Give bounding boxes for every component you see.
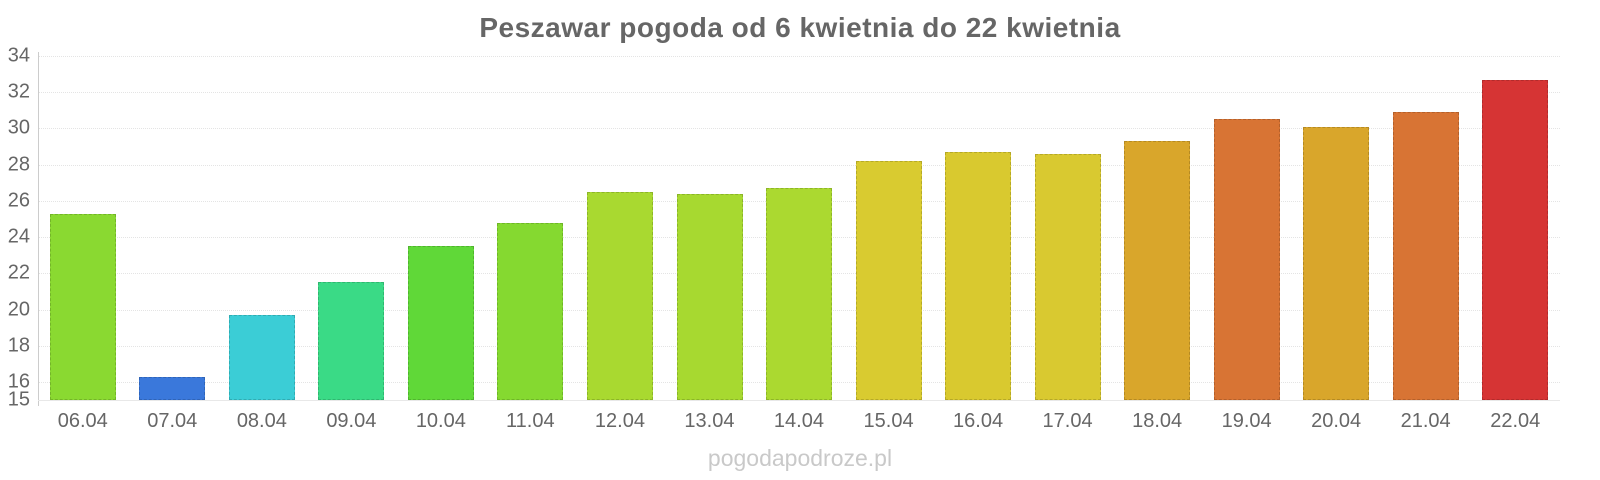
y-axis-tick-label: 24 [7,225,30,248]
x-axis-tick-label: 18.04 [1132,410,1183,432]
bar-13.04[interactable] [676,193,743,400]
x-axis-tick-label: 08.04 [236,410,287,432]
bar-08.04[interactable] [228,314,295,400]
x-axis-tick-label: 21.04 [1400,410,1451,432]
y-axis-tick-label: 20 [7,298,30,320]
x-axis-tick-label: 15.04 [863,410,914,432]
y-axis-tick-label: 16 [7,370,30,393]
y-axis-tick-label: 32 [7,80,30,103]
x-axis-tick-label: 20.04 [1311,410,1362,432]
gridline [38,128,1560,130]
bar-09.04[interactable] [318,282,385,400]
y-axis-tick-label: 30 [7,116,30,139]
gridline [38,92,1560,94]
bar-12.04[interactable] [586,191,653,400]
bar-10.04[interactable] [407,246,474,400]
x-axis-tick-label: 06.04 [57,410,108,432]
x-axis-tick-label: 07.04 [147,410,198,432]
chart-title: Peszawar pogoda od 6 kwietnia do 22 kwie… [479,12,1121,43]
x-axis-line [38,400,1560,401]
bar-06.04[interactable] [49,213,116,400]
bar-14.04[interactable] [766,188,832,400]
x-axis-tick-label: 22.04 [1490,410,1541,432]
x-axis-tick-label: 10.04 [415,410,466,432]
x-axis-tick-label: 17.04 [1042,410,1093,432]
y-axis-tick-label: 28 [7,153,30,176]
x-axis-tick-label: 16.04 [953,410,1004,432]
bar-17.04[interactable] [1034,153,1101,400]
y-axis-tick-label: 15 [7,388,30,411]
bar-15.04[interactable] [855,161,922,400]
bar-19.04[interactable] [1213,119,1280,400]
bar-22.04[interactable] [1482,79,1549,400]
bar-07.04[interactable] [139,376,206,400]
gridline [38,56,1560,57]
gridline [38,164,1560,166]
bar-11.04[interactable] [497,222,564,400]
x-axis-tick-label: 13.04 [684,410,735,432]
x-axis-tick-label: 11.04 [506,410,555,432]
x-axis-tick-label: 14.04 [773,410,824,432]
watermark: pogodapodroze.pl [707,445,893,471]
bar-16.04[interactable] [945,152,1012,400]
x-axis-tick-label: 09.04 [326,410,377,432]
x-axis-tick-label: 12.04 [594,410,645,432]
y-axis-line [38,52,39,406]
bar-18.04[interactable] [1124,141,1191,400]
y-axis-tick-label: 26 [7,189,30,212]
y-axis-tick-label: 22 [7,261,30,284]
y-axis-tick-label: 34 [7,44,30,67]
y-axis-tick-label: 18 [7,334,30,357]
x-axis-tick-label: 19.04 [1221,410,1272,432]
bar-21.04[interactable] [1392,112,1459,400]
bar-20.04[interactable] [1303,126,1370,400]
